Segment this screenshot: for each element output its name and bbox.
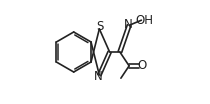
Text: S: S (97, 20, 104, 33)
Text: N: N (94, 70, 103, 83)
Text: N: N (124, 18, 133, 31)
Text: OH: OH (135, 14, 154, 27)
Text: O: O (137, 59, 146, 72)
